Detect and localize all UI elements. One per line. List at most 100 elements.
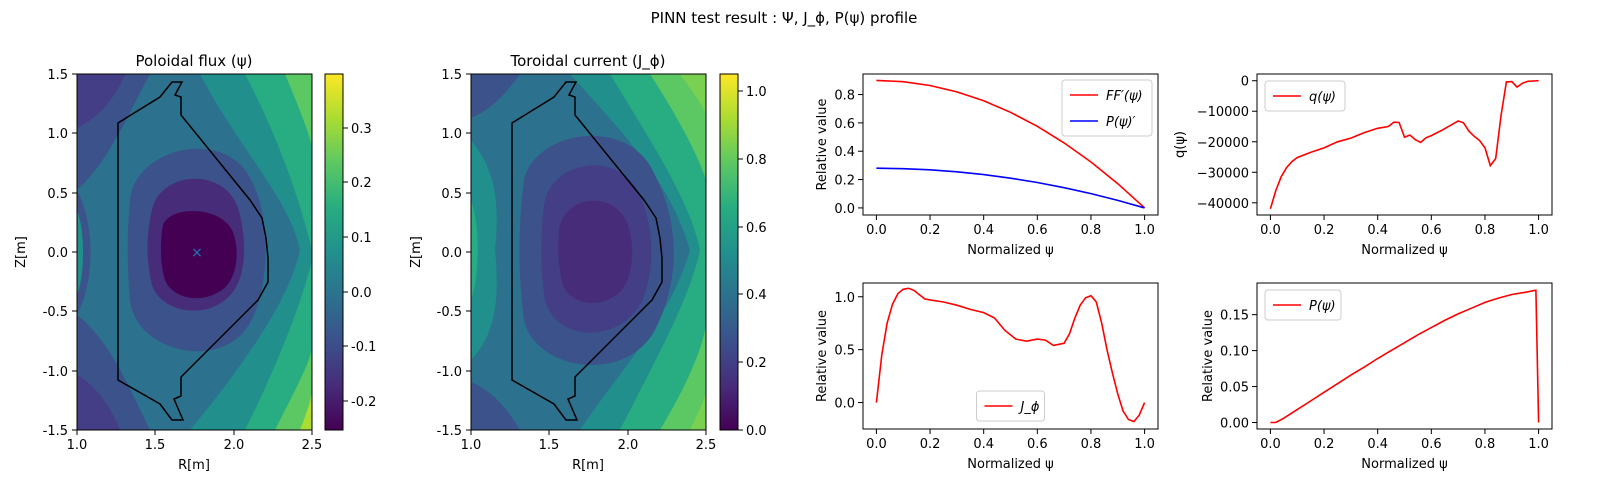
q-xtick-label: 0.8 bbox=[1475, 223, 1496, 238]
psi-ylabel: Z[m] bbox=[14, 236, 29, 268]
psi-colorbar-gradient bbox=[324, 73, 344, 431]
pressure-ylabel: Relative value bbox=[1201, 310, 1216, 402]
q-xtick-label: 0.6 bbox=[1421, 223, 1442, 238]
q-xtick-label: 1.0 bbox=[1528, 223, 1549, 238]
jphi-colorbar: 0.0 0.2 0.4 0.6 0.8 1.0 bbox=[719, 73, 767, 439]
jphi-colorbar-tick: 0.8 bbox=[746, 153, 767, 168]
ffprime-ylabel: Relative value bbox=[815, 98, 830, 190]
jphi-xaxis: 1.0 1.5 2.0 2.5 R[m] bbox=[461, 430, 717, 473]
psi-ytick-label: 1.5 bbox=[47, 68, 68, 83]
jphi-colorbar-tick: 1.0 bbox=[746, 85, 767, 100]
jphi-ytick-label: 0.0 bbox=[441, 246, 462, 261]
jphi_profile-axes-frame bbox=[862, 282, 1159, 430]
psi-contour-fill bbox=[77, 74, 312, 430]
pressure-xlabel: Normalized ψ bbox=[1361, 457, 1447, 472]
jphi_profile-xlabel: Normalized ψ bbox=[967, 457, 1053, 472]
pressure-legend-box bbox=[1264, 289, 1342, 321]
psi-colorbar-tick: 0.2 bbox=[351, 176, 372, 191]
ffprime-ytick-label: 0.6 bbox=[834, 117, 855, 132]
jphi_profile-panel: 0.0 0.2 0.4 0.6 0.8 1.0 0.0 0.5 1.0 Normalized ψ R… bbox=[815, 282, 1159, 472]
q-ytick-label: −40000 bbox=[1197, 197, 1249, 212]
jphi_profile-ytick-label: 1.0 bbox=[834, 291, 855, 306]
jphi-colorbar-tick: 0.0 bbox=[746, 424, 767, 439]
pressure-legend-label: P(ψ) bbox=[1309, 299, 1336, 314]
q-legend-box bbox=[1264, 80, 1346, 112]
jphi_profile-xtick-label: 0.8 bbox=[1081, 437, 1102, 452]
q-ytick-label: 0 bbox=[1241, 75, 1249, 90]
psi-ytick-label: -1.0 bbox=[43, 365, 68, 380]
jphi-ytick-label: -1.5 bbox=[437, 424, 462, 439]
psi-ytick-label: -0.5 bbox=[43, 305, 68, 320]
psi-boundary-contour bbox=[117, 81, 269, 421]
jphi_profile-legend-label: J_ϕ bbox=[1018, 400, 1040, 415]
psi-ytick-label: 0.5 bbox=[47, 187, 68, 202]
line-chart-panels: 0.0 0.2 0.4 0.6 0.8 1.0 0.0 0.2 0.4 0.6 0.8 Normali… bbox=[815, 73, 1553, 472]
q-xtick-label: 0.4 bbox=[1367, 223, 1388, 238]
psi-title: Poloidal flux (ψ) bbox=[135, 52, 252, 70]
psi-colorbar-tick: 0.3 bbox=[351, 122, 372, 137]
ffprime-xtick-label: 0.4 bbox=[973, 223, 994, 238]
psi-colorbar-tick: -0.2 bbox=[351, 395, 376, 410]
psi-xtick-label: 1.0 bbox=[67, 438, 88, 453]
jphi-xtick-label: 2.0 bbox=[618, 438, 639, 453]
ffprime-xtick-label: 0.8 bbox=[1081, 223, 1102, 238]
jphi_profile-xtick-label: 0.4 bbox=[973, 437, 994, 452]
psi-colorbar-tick: 0.0 bbox=[351, 286, 372, 301]
ffprime-xtick-label: 0.2 bbox=[920, 223, 941, 238]
ffprime-series-line bbox=[876, 167, 1145, 209]
psi-panel: Poloidal flux (ψ) × 1.0 1.5 2.0 2.5 bbox=[14, 52, 376, 473]
pressure-panel: 0.0 0.2 0.4 0.6 0.8 1.0 0.00 0.05 0.10 0.15 Normal… bbox=[1201, 282, 1553, 472]
psi-xaxis: 1.0 1.5 2.0 2.5 R[m] bbox=[67, 430, 323, 473]
psi-colorbar-tick: -0.1 bbox=[351, 340, 376, 355]
ffprime-xtick-label: 0.0 bbox=[866, 223, 887, 238]
pressure-xtick-label: 0.2 bbox=[1314, 437, 1335, 452]
jphi-ytick-label: -0.5 bbox=[437, 305, 462, 320]
jphi_profile-xtick-label: 1.0 bbox=[1134, 437, 1155, 452]
pressure-series-line bbox=[1270, 289, 1540, 424]
q-axes-frame bbox=[1256, 73, 1553, 216]
jphi-panel: Toroidal current (J_ϕ) 1.0 1.5 2.0 2.5 R bbox=[409, 52, 767, 473]
pressure-xtick-label: 0.6 bbox=[1421, 437, 1442, 452]
ffprime-xlabel: Normalized ψ bbox=[967, 243, 1053, 258]
q-xlabel: Normalized ψ bbox=[1361, 243, 1447, 258]
q-xtick-label: 0.2 bbox=[1314, 223, 1335, 238]
jphi-colorbar-tick: 0.2 bbox=[746, 356, 767, 371]
ffprime-ytick-label: 0.2 bbox=[834, 174, 855, 189]
ffprime-axes-frame bbox=[862, 73, 1159, 216]
jphi_profile-xtick-label: 0.6 bbox=[1027, 437, 1048, 452]
jphi_profile-ytick-label: 0.0 bbox=[834, 397, 855, 412]
pressure-legend: P(ψ) bbox=[1264, 289, 1342, 321]
jphi-colorbar-tick: 0.4 bbox=[746, 288, 767, 303]
psi-xlabel: R[m] bbox=[178, 458, 210, 473]
jphi-ytick-label: -1.0 bbox=[437, 365, 462, 380]
ffprime-legend-label: FF′(ψ) bbox=[1106, 89, 1143, 104]
ffprime-xtick-label: 0.6 bbox=[1027, 223, 1048, 238]
jphi-ytick-label: 0.5 bbox=[441, 187, 462, 202]
jphi-ylabel: Z[m] bbox=[409, 236, 424, 268]
jphi_profile-series-line bbox=[875, 287, 1146, 423]
jphi-xtick-label: 2.5 bbox=[696, 438, 717, 453]
ffprime-legend-label: P(ψ)′ bbox=[1106, 115, 1136, 130]
pressure-axes-frame bbox=[1256, 282, 1553, 430]
jphi-yaxis: -1.5 -1.0 -0.5 0.0 0.5 1.0 1.5 Z[m] bbox=[409, 68, 471, 439]
jphi-colorbar-tick: 0.6 bbox=[746, 221, 767, 236]
jphi_profile-legend: J_ϕ bbox=[976, 390, 1045, 422]
jphi_profile-ytick-label: 0.5 bbox=[834, 344, 855, 359]
q-panel: 0.0 0.2 0.4 0.6 0.8 1.0 −40000 −30000 −20000 −100… bbox=[1173, 73, 1553, 258]
q-legend-label: q(ψ) bbox=[1309, 90, 1336, 105]
jphi-contour-fill bbox=[471, 74, 706, 430]
q-ylabel: q(ψ) bbox=[1173, 131, 1188, 158]
pressure-xtick-label: 0.4 bbox=[1367, 437, 1388, 452]
q-legend: q(ψ) bbox=[1264, 80, 1346, 112]
magnetic-axis-marker: × bbox=[191, 245, 203, 261]
ffprime-xtick-label: 1.0 bbox=[1134, 223, 1155, 238]
jphi-xlabel: R[m] bbox=[572, 458, 604, 473]
pressure-ytick-label: 0.00 bbox=[1220, 417, 1249, 432]
jphi_profile-ylabel: Relative value bbox=[815, 310, 830, 402]
jphi-ytick-label: 1.5 bbox=[441, 68, 462, 83]
psi-xtick-label: 2.5 bbox=[302, 438, 323, 453]
psi-ytick-label: 0.0 bbox=[47, 246, 68, 261]
ffprime-ytick-label: 0.0 bbox=[834, 202, 855, 217]
jphi-title: Toroidal current (J_ϕ) bbox=[509, 52, 665, 71]
